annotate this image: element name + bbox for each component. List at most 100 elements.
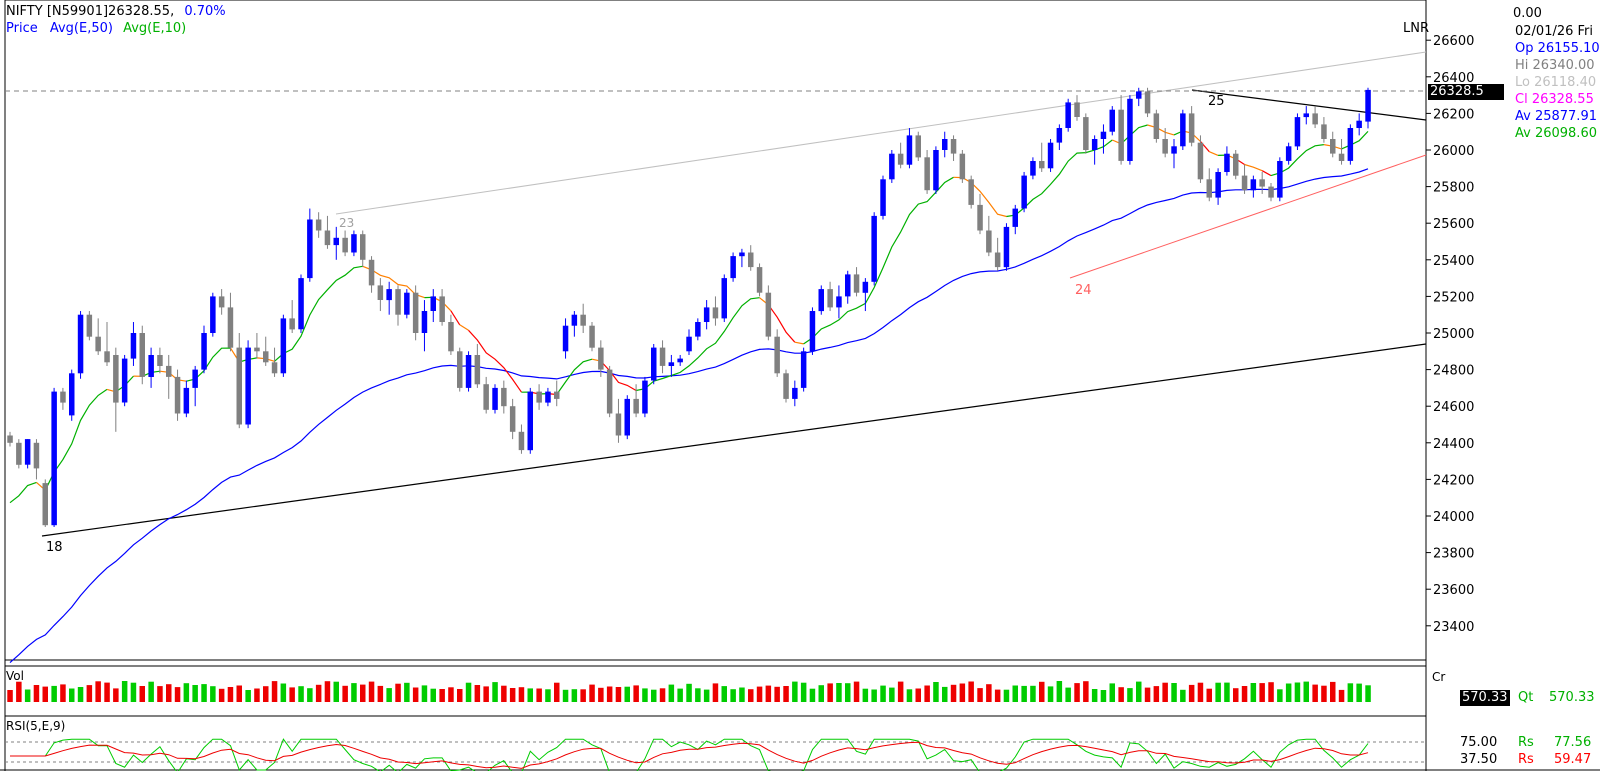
candle-up: [800, 351, 807, 388]
volume-bar: [1047, 686, 1054, 702]
ema10-line-segment: [803, 176, 954, 345]
legend-price: Price: [6, 21, 38, 36]
volume-bar: [1162, 682, 1168, 702]
candle-up: [421, 311, 428, 333]
candle-up: [24, 439, 31, 465]
candle-down: [60, 391, 66, 403]
volume-bar: [739, 687, 745, 702]
ema10-line-segment: [1147, 124, 1175, 136]
candle-down: [113, 355, 119, 403]
volume-bar: [439, 689, 445, 702]
candle-down: [1233, 153, 1239, 176]
volume-bar: [192, 685, 198, 702]
ema10-line-segment: [450, 310, 461, 326]
candle-up: [465, 355, 472, 388]
candle-up: [1294, 117, 1301, 147]
candle-down: [783, 373, 789, 399]
candle-up: [889, 153, 895, 180]
volume-bar: [77, 687, 84, 702]
candle-down: [915, 135, 921, 158]
candle-down: [1197, 142, 1204, 180]
candle-up: [130, 333, 137, 359]
volume-bar: [836, 683, 842, 702]
rsi-rs1-label: Rs: [1518, 735, 1534, 750]
legend-avg50: Avg(E,50): [49, 21, 113, 36]
y-tick-label: 25600: [1433, 217, 1474, 232]
symbol-title: NIFTY [N59901]26328.55, 0.70%: [6, 4, 226, 19]
candle-up: [871, 215, 877, 282]
volume-bar: [765, 685, 772, 702]
candle-down: [589, 325, 595, 348]
volume-bar: [748, 689, 754, 702]
candle-down: [289, 318, 295, 330]
moving-averages: [9, 124, 1369, 664]
volume-bar: [430, 688, 436, 702]
candle-down: [1330, 139, 1336, 154]
candle-up: [1356, 120, 1362, 128]
candle-up: [1285, 146, 1292, 161]
volume-bar: [651, 689, 657, 702]
annotation-25: 25: [1208, 94, 1225, 109]
volume-bar: [606, 686, 613, 702]
y-tick-label: 26000: [1433, 144, 1474, 159]
candle-down: [554, 391, 560, 399]
candle-down: [377, 285, 384, 300]
candle-down: [633, 398, 639, 414]
volume-bar: [307, 688, 313, 702]
ema10-line-segment: [274, 265, 363, 362]
candle-up: [386, 289, 392, 301]
volume-bar: [421, 685, 428, 702]
resistance-line: [1191, 89, 1427, 121]
volume-bar: [827, 683, 833, 702]
candle-up: [668, 362, 675, 366]
volume-bar: [1039, 681, 1045, 702]
candle-down: [104, 351, 110, 363]
volume-bar: [254, 688, 260, 702]
upper-channel-line: [335, 51, 1427, 215]
candle-down: [509, 406, 516, 432]
candle-down: [756, 267, 763, 293]
candle-up: [1250, 179, 1257, 191]
candle-up: [51, 391, 57, 526]
candle-down: [271, 362, 278, 374]
candle-up: [721, 278, 727, 319]
bar-date: 02/01/26 Fri: [1515, 24, 1594, 39]
candle-down: [1259, 179, 1265, 187]
volume-bar: [598, 687, 604, 702]
candle-down: [439, 296, 445, 322]
volume-bar: [236, 685, 242, 702]
candle-up: [77, 314, 84, 374]
candle-up: [695, 322, 701, 337]
candle-up: [818, 289, 824, 312]
volume-bar: [536, 688, 542, 702]
volume-bar: [86, 685, 93, 702]
volume-bar: [315, 684, 322, 702]
volume-bar: [721, 686, 727, 702]
volume-bar: [942, 686, 948, 702]
volume-bar: [342, 685, 348, 702]
support-line: [1069, 154, 1427, 279]
volume-bar: [959, 683, 966, 702]
volume-bar: [703, 689, 710, 702]
volume-bar: [1365, 685, 1371, 702]
annotation-24: 24: [1075, 283, 1092, 298]
candle-up: [686, 336, 692, 352]
candle-down: [897, 153, 904, 165]
candle-up: [809, 311, 816, 352]
volume-bar: [1303, 681, 1309, 702]
volume-bar: [677, 688, 683, 702]
candle-up: [624, 398, 630, 436]
volume-bar: [183, 683, 190, 702]
candle-down: [748, 252, 754, 268]
ema10-line-segment: [468, 329, 522, 393]
legend-avg10: Avg(E,10): [123, 21, 187, 36]
y-axis-ticks: 26600 26400 26200 26000 25800 25600 25400 25200…: [1426, 34, 1474, 635]
volume-bar: [774, 686, 780, 702]
volume-bar: [24, 689, 31, 702]
candle-up: [1065, 102, 1071, 128]
volume-bar: [280, 683, 287, 702]
volume-bar: [1127, 688, 1133, 702]
candle-down: [615, 413, 622, 436]
volume-bar: [324, 681, 331, 702]
candle-up: [571, 314, 578, 326]
